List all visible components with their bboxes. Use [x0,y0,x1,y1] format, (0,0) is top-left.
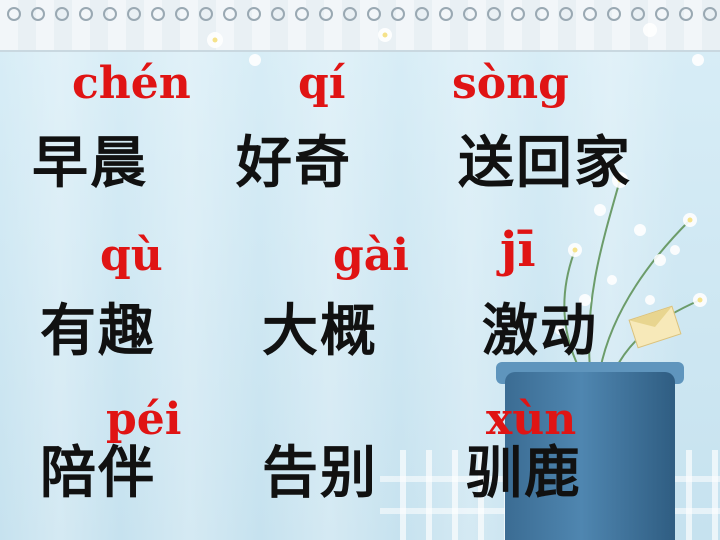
word-zaochen: 早晨 [32,131,148,196]
word-dagai: 大概 [262,299,378,364]
word-peiban: 陪伴 [40,441,156,506]
pinyin-gai: gài [333,230,409,281]
vase-decoration [505,372,675,540]
word-songhuijia: 送回家 [458,131,632,196]
word-youqu: 有趣 [40,299,156,364]
pinyin-xun: xùn [486,394,577,445]
pinyin-song: sòng [452,58,569,109]
word-jidong: 激动 [482,299,598,364]
pinyin-qu: qù [100,230,163,281]
binder-rings-icon [7,7,717,21]
word-xunlu: 驯鹿 [466,441,582,506]
top-border-strip [0,0,720,52]
pinyin-pei: péi [106,394,182,445]
word-haoqi: 好奇 [236,131,352,196]
pinyin-ji: jī [500,222,536,278]
pinyin-chen: chén [72,58,191,109]
word-gaobie: 告别 [262,441,378,506]
pinyin-qi: qí [298,58,346,109]
